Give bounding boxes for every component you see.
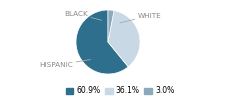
Text: BLACK: BLACK [64,11,102,20]
Wedge shape [108,10,114,42]
Text: HISPANIC: HISPANIC [40,60,90,68]
Text: WHITE: WHITE [120,13,161,23]
Wedge shape [76,10,128,74]
Legend: 60.9%, 36.1%, 3.0%: 60.9%, 36.1%, 3.0% [65,86,175,96]
Wedge shape [108,11,140,67]
